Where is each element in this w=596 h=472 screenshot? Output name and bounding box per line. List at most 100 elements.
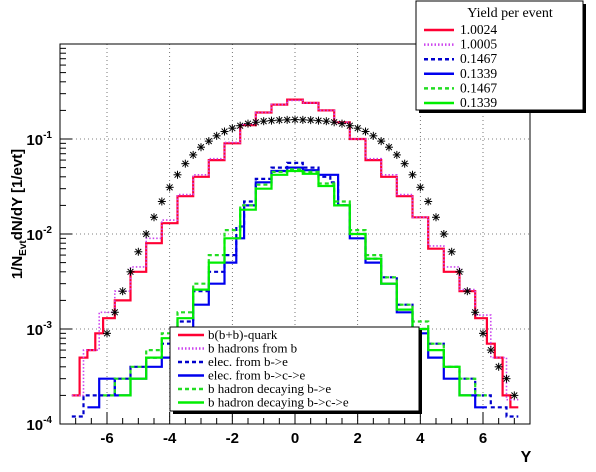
y-tick-label-exponent: -2	[43, 225, 52, 236]
tick-labels: -6 -4 -2 0 2 4 610-410-310-210-1	[26, 130, 487, 447]
marker-point	[400, 159, 409, 168]
marker-point	[244, 119, 252, 128]
series-legend-label: b hadron decaying b->e	[208, 381, 331, 396]
marker-point	[134, 247, 143, 256]
y-tick-label-exponent: -4	[43, 415, 52, 426]
marker-point	[330, 118, 339, 127]
y-tick-label-exponent: -3	[43, 320, 52, 331]
marker-point	[439, 230, 448, 238]
marker-point	[345, 121, 354, 130]
marker-point	[181, 159, 190, 168]
yield-legend-value: 1.0005	[460, 37, 497, 52]
y-tick-label: 10-1	[26, 130, 52, 149]
series-line-2	[71, 99, 519, 401]
marker-point	[306, 116, 315, 125]
y-tick-label: 10-2	[26, 225, 52, 244]
marker-point	[377, 137, 386, 146]
marker-point	[510, 391, 519, 400]
marker-point	[165, 183, 174, 192]
marker-point	[455, 267, 464, 276]
series-legend-label: b(b+b)-quark	[208, 327, 278, 342]
x-axis-label: Y	[521, 449, 532, 466]
marker-point	[338, 119, 346, 128]
marker-point	[275, 116, 284, 125]
marker-point	[291, 115, 299, 124]
yield-legend-value: 0.1467	[460, 80, 497, 95]
marker-point	[314, 116, 323, 125]
x-tick-label: 0	[291, 430, 299, 447]
series-legend-label: b hadrons from b	[208, 341, 297, 356]
y-tick-label-base: 10	[26, 227, 43, 244]
marker-point	[212, 131, 221, 140]
marker-point	[126, 267, 135, 276]
marker-point	[353, 124, 362, 133]
yield-legend-value: 1.0024	[460, 22, 497, 37]
marker-point	[228, 124, 237, 133]
marker-point	[471, 308, 480, 317]
y-tick-label: 10-3	[26, 320, 52, 339]
marker-point	[416, 183, 425, 192]
yield-legend: Yield per event 1.00241.00050.14670.1339…	[415, 0, 586, 113]
x-tick-label: 6	[479, 430, 487, 447]
marker-point	[150, 213, 158, 222]
marker-point	[463, 287, 472, 296]
marker-point	[432, 213, 440, 222]
marker-point	[322, 117, 331, 126]
marker-point	[447, 247, 456, 256]
marker-point	[385, 143, 393, 152]
y-tick-label: 10-4	[26, 415, 52, 434]
marker-point	[298, 115, 307, 124]
marker-point	[361, 127, 370, 136]
marker-point	[204, 137, 213, 146]
y-tick-label-base: 10	[26, 322, 43, 339]
marker-point	[251, 118, 260, 127]
marker-point	[392, 150, 401, 159]
y-tick-label-exponent: -1	[43, 130, 52, 141]
marker-point	[173, 170, 182, 179]
marker-point	[157, 197, 166, 206]
marker-point	[103, 329, 111, 338]
y-axis-label-main: 1/N	[9, 256, 26, 279]
marker-point	[424, 197, 433, 206]
marker-point	[220, 127, 229, 136]
x-tick-label: -4	[163, 430, 177, 447]
marker-point	[189, 150, 198, 159]
series-legend-box	[169, 326, 420, 412]
marker-point	[369, 131, 378, 140]
yield-legend-value: 0.1467	[460, 51, 497, 66]
x-tick-label: -6	[100, 430, 113, 447]
marker-point	[408, 170, 417, 179]
marker-point	[236, 121, 245, 130]
y-axis-label: 1/NEvtdN/dY [1/evt]	[9, 149, 29, 279]
y-axis-label-rest: dN/dY [1/evt]	[9, 149, 26, 240]
series-legend-label: elec. from b->c->e	[208, 368, 306, 383]
x-tick-label: 2	[353, 430, 361, 447]
marker-point	[502, 374, 511, 383]
yield-legend-box	[415, 0, 584, 111]
series-legend-label: b hadron decaying b->c->e	[208, 395, 349, 410]
y-axis-label-sub: Evt	[18, 240, 29, 256]
series-legend-label: elec. from b->e	[208, 354, 288, 369]
marker-point	[479, 329, 487, 338]
y-tick-label-base: 10	[26, 132, 43, 149]
yield-legend-value: 0.1339	[460, 95, 497, 110]
marker-point	[142, 230, 151, 238]
y-tick-label-base: 10	[26, 417, 43, 434]
yield-legend-header: Yield per event	[467, 6, 553, 21]
x-tick-label: 4	[416, 430, 425, 447]
marker-point	[283, 115, 292, 124]
marker-point	[259, 117, 268, 126]
marker-point	[110, 308, 119, 317]
marker-point	[486, 346, 495, 355]
marker-point	[197, 143, 205, 152]
marker-point	[118, 287, 127, 296]
marker-point	[494, 362, 503, 371]
series-line-5	[103, 168, 487, 397]
x-tick-label: -2	[226, 430, 239, 447]
marker-point	[267, 116, 276, 125]
marker-group	[103, 115, 519, 400]
